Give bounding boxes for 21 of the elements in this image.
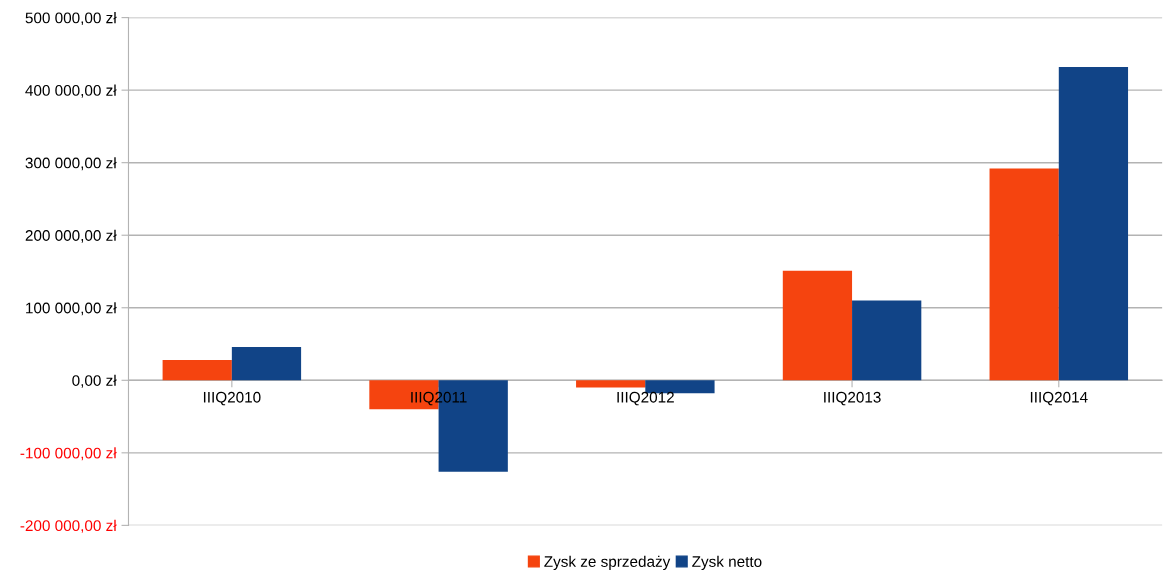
y-tick-label: 400 000,00 zł xyxy=(25,84,117,98)
y-tick-label: 300 000,00 zł xyxy=(25,157,117,171)
y-tick-label: 0,00 zł xyxy=(72,374,117,388)
bar xyxy=(852,300,922,381)
y-tick-label: 500 000,00 zł xyxy=(25,12,117,26)
legend-label: Zysk ze sprzedaży xyxy=(544,555,671,571)
x-tick-label: IIIQ2013 xyxy=(824,391,881,406)
bar xyxy=(231,346,302,381)
y-tick-label: -100 000,00 zł xyxy=(20,447,117,461)
bar xyxy=(782,270,853,381)
x-tick-label: IIIQ2014 xyxy=(1030,391,1088,406)
legend-label: Zysk netto xyxy=(692,555,762,571)
y-tick-label: 100 000,00 zł xyxy=(26,302,117,316)
x-tick-label: IIIQ2010 xyxy=(203,391,261,406)
bar xyxy=(1058,66,1129,381)
bar xyxy=(162,359,232,381)
y-tick-label: -200 000,00 zł xyxy=(20,519,117,533)
bar xyxy=(576,380,646,388)
bar xyxy=(989,168,1059,381)
y-tick-label: 200 000,00 zł xyxy=(25,229,117,243)
x-tick-label: IIIQ2012 xyxy=(617,391,674,406)
